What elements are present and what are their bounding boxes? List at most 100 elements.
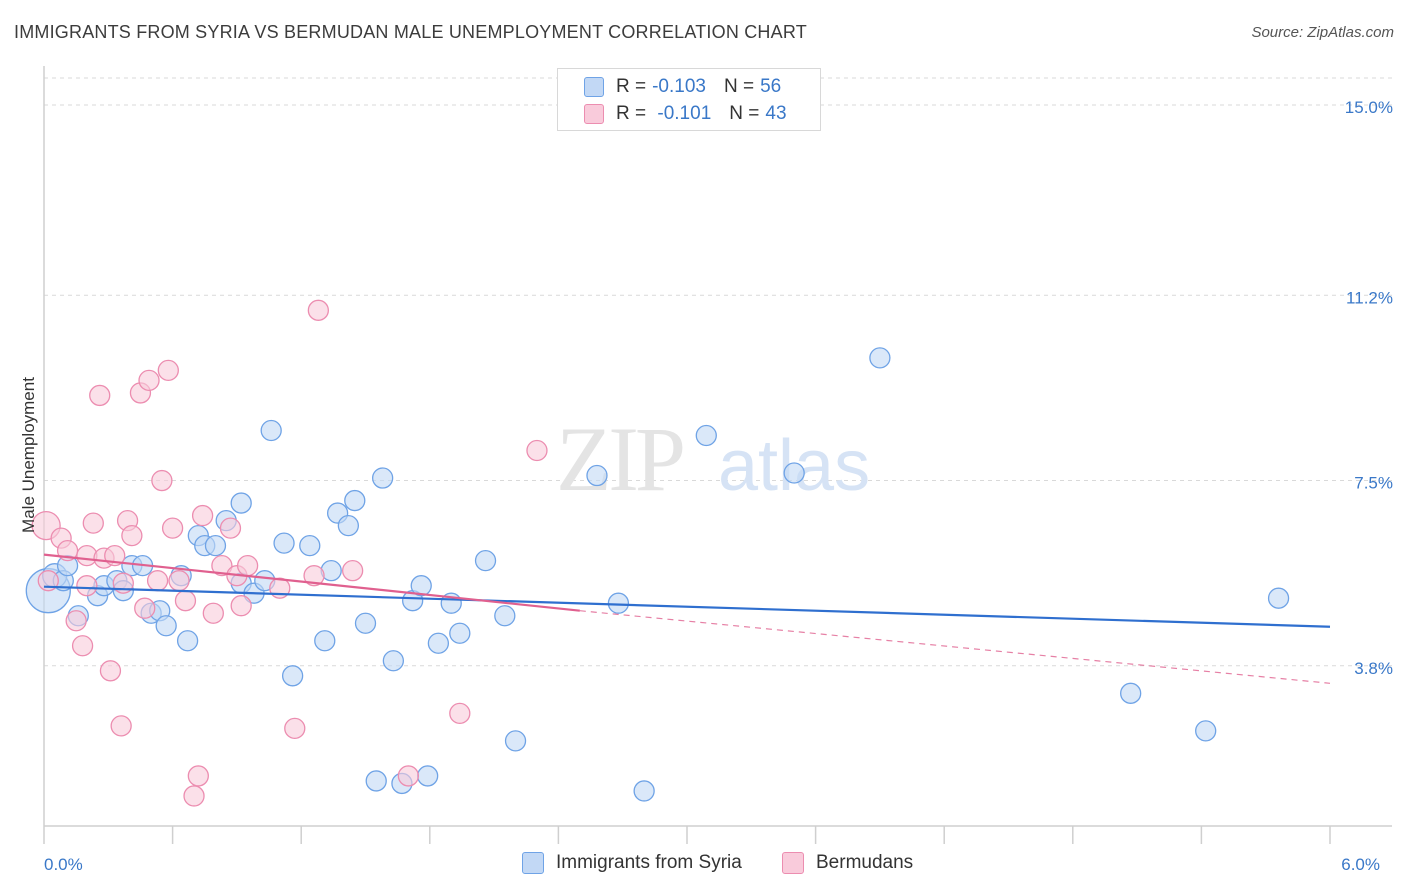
tick-labels: 3.8% 7.5% 11.2% 15.0% 0.0% 6.0% [44, 98, 1393, 874]
stats-legend: R = -0.103 N = 56 R = -0.101 N = 43 [557, 68, 821, 131]
series-legend: Immigrants from Syria Bermudans [0, 852, 1406, 876]
x-tick-label: 6.0% [1341, 855, 1380, 874]
syria-point [365, 770, 387, 792]
bermudans-point [449, 702, 471, 724]
bermudans-point [397, 765, 420, 787]
bermudans-point [134, 597, 156, 619]
bermudans-point [71, 635, 94, 657]
legend-r-label: R = [616, 76, 647, 97]
syria-trend-line [43, 585, 1331, 628]
bermudans-point [341, 560, 364, 582]
bermudans-point [151, 469, 173, 492]
syria-point [354, 612, 377, 634]
syria-point [371, 467, 394, 489]
legend-label-bermudans: Bermudans [816, 852, 914, 873]
axes [43, 66, 1392, 844]
legend-n-value: 56 [760, 76, 782, 97]
y-tick-label: 15.0% [1345, 98, 1393, 117]
syria-point [1267, 587, 1290, 609]
bermudans-point [307, 299, 329, 321]
series-bermudans-points [31, 299, 548, 807]
syria-point [230, 492, 252, 514]
legend-swatch-syria [522, 852, 544, 874]
bermudans-point [202, 602, 224, 624]
legend-swatch-bermudans [584, 104, 604, 124]
bermudans-point [121, 524, 143, 547]
bermudans-point [303, 565, 325, 587]
syria-point [504, 730, 527, 752]
syria-point [382, 650, 405, 672]
bermudans-point [37, 570, 59, 592]
syria-point [314, 630, 336, 652]
x-tick-label: 0.0% [44, 855, 83, 874]
y-tick-label: 3.8% [1354, 659, 1393, 678]
syria-point [607, 592, 630, 614]
legend-item-syria: Immigrants from Syria [522, 852, 742, 874]
bermudans-point [76, 575, 98, 597]
legend-r-label: R = [616, 103, 647, 124]
syria-point [155, 615, 177, 637]
legend-swatch-syria [584, 77, 604, 97]
syria-point [633, 780, 655, 802]
syria-point [427, 632, 450, 654]
legend-n-label: N = [723, 76, 755, 97]
syria-point [299, 534, 321, 557]
bermudans-point [146, 570, 169, 592]
bermudans-trend-line [43, 553, 580, 612]
syria-point [1120, 682, 1142, 704]
bermudans-point [138, 369, 160, 392]
syria-point [869, 347, 891, 369]
bermudans-point [174, 590, 197, 612]
trend-lines [43, 553, 1331, 684]
chart-title: IMMIGRANTS FROM SYRIA VS BERMUDAN MALE U… [14, 22, 807, 42]
syria-point [1195, 720, 1217, 742]
bermudans-point [236, 555, 259, 577]
legend-row-bermudans: R = -0.101 N = 43 [584, 102, 787, 126]
legend-swatch-bermudans [782, 852, 804, 874]
syria-point [586, 464, 608, 487]
bermudans-point [219, 517, 242, 539]
bermudans-point [526, 439, 548, 462]
bermudans-point [65, 610, 87, 632]
y-tick-label: 7.5% [1354, 474, 1393, 493]
syria-point [273, 532, 295, 554]
bermudans-point [183, 785, 205, 807]
bermudans-point [211, 555, 233, 577]
bermudans-point [157, 359, 179, 382]
bermudans-point [284, 717, 306, 740]
legend-row-syria: R = -0.103 N = 56 [584, 75, 781, 99]
bermudans-point [230, 595, 252, 617]
bermudans-point [99, 660, 122, 682]
legend-r-value: -0.101 [652, 103, 712, 124]
legend-r-value: -0.103 [652, 76, 706, 97]
syria-point [260, 419, 282, 442]
syria-point [204, 534, 227, 557]
syria-point [494, 605, 516, 627]
syria-point [783, 462, 805, 484]
syria-point [474, 549, 497, 572]
bermudans-point [110, 715, 132, 737]
bermudans-point [168, 570, 190, 592]
syria-point [344, 489, 366, 512]
bermudans-point [82, 512, 104, 534]
legend-item-bermudans: Bermudans [782, 852, 913, 874]
source-note: Source: ZipAtlas.com [1251, 24, 1394, 41]
syria-point [410, 575, 432, 597]
watermark: ZIP atlas [556, 408, 870, 510]
legend-n-value: 43 [765, 103, 787, 124]
syria-point [281, 665, 304, 687]
syria-point [176, 630, 199, 652]
bermudans-point [187, 765, 209, 787]
bermudans-trend-extension [579, 610, 1331, 684]
bermudans-point [191, 504, 214, 527]
syria-point [695, 424, 717, 447]
bermudans-point [89, 384, 111, 407]
watermark-zip: ZIP [556, 408, 683, 510]
syria-point [337, 514, 360, 537]
bermudans-point [161, 517, 184, 539]
y-tick-label: 11.2% [1346, 288, 1393, 307]
legend-label-syria: Immigrants from Syria [556, 852, 742, 873]
syria-point [449, 622, 471, 644]
syria-point [417, 765, 439, 787]
